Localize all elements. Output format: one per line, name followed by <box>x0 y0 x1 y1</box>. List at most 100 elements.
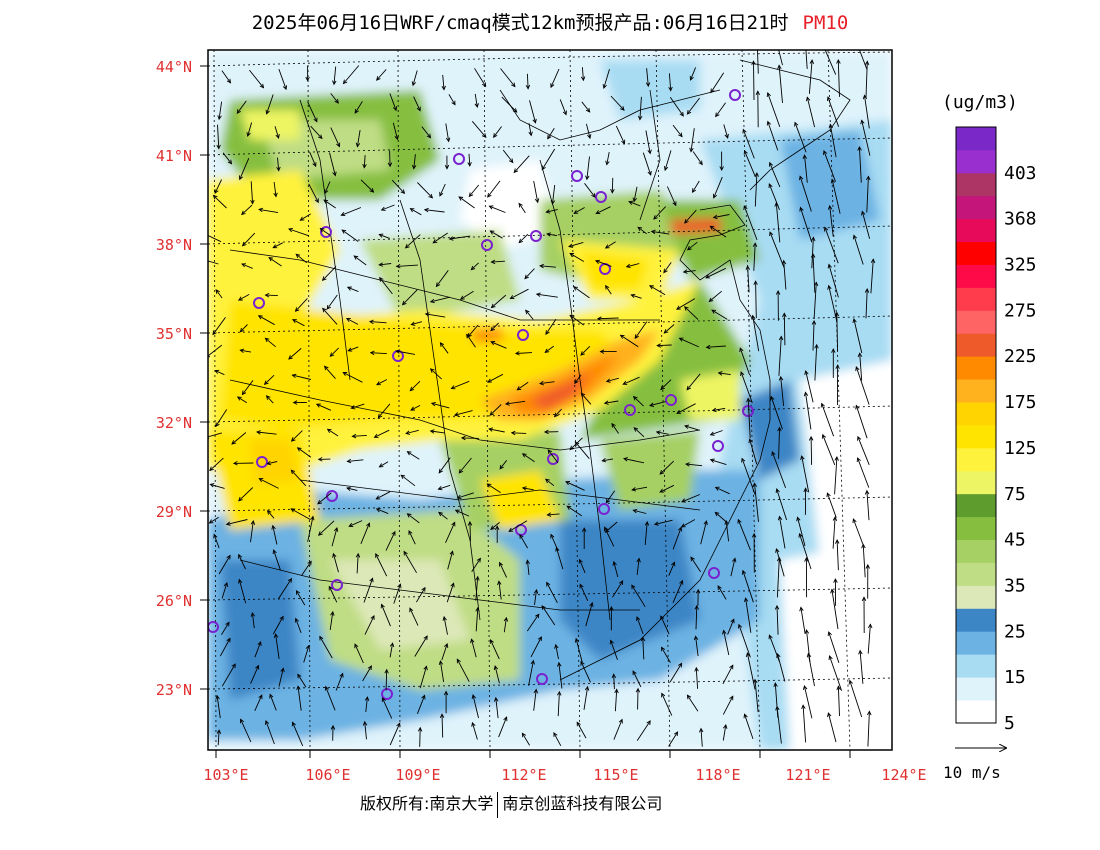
wind-vector-head <box>808 435 814 441</box>
wind-vector-head <box>690 556 695 562</box>
wind-vector-head <box>569 314 575 320</box>
wind-vector-head <box>279 615 284 621</box>
wind-vector <box>705 267 726 279</box>
wind-vector <box>348 346 359 352</box>
wind-vector <box>853 235 864 265</box>
wind-vector-head <box>417 726 423 732</box>
colorbar-swatch <box>956 402 996 426</box>
wind-vector-head <box>273 192 278 198</box>
wind-vector <box>822 434 836 466</box>
wind-vector-head <box>266 509 272 515</box>
wind-vector-head <box>339 672 344 678</box>
wind-vector <box>296 590 306 606</box>
wind-vector <box>545 478 555 487</box>
wind-vector-head <box>831 348 836 353</box>
wind-vector-head <box>653 521 659 526</box>
wind-vector <box>265 337 276 348</box>
wind-vector-head <box>355 552 361 558</box>
wind-vector-head <box>518 202 523 208</box>
wind-vector-head <box>443 642 449 648</box>
lon-label: 106°E <box>305 766 350 784</box>
wind-vector <box>546 582 558 604</box>
wind-vector <box>238 579 247 604</box>
wind-vector-head <box>804 370 809 376</box>
wind-vector <box>392 122 398 140</box>
wind-vector <box>278 668 284 687</box>
wind-vector <box>419 727 421 747</box>
wind-vector <box>317 492 332 505</box>
lat-label: 29°N <box>156 503 192 521</box>
wind-vector <box>741 458 756 495</box>
wind-vector-head <box>682 269 688 274</box>
wind-vector <box>837 59 840 97</box>
wind-vector-head <box>223 581 229 587</box>
wind-vector-head <box>317 457 323 462</box>
wind-vector-head <box>864 287 870 293</box>
wind-vector <box>555 547 564 570</box>
wind-vector <box>288 348 302 360</box>
wind-vector <box>710 430 723 436</box>
wind-vector <box>505 400 526 405</box>
wind-vector-head <box>603 400 609 405</box>
wind-vector-head <box>456 494 462 500</box>
colorbar-swatch <box>956 470 996 495</box>
wind-vector <box>208 260 219 265</box>
wind-vector-head <box>227 159 233 165</box>
wind-vector-head <box>471 694 476 700</box>
wind-vector <box>633 427 645 438</box>
wind-vector <box>557 691 560 717</box>
wind-vector-head <box>861 543 866 549</box>
wind-vector-head <box>743 149 748 155</box>
wind-vector-head <box>630 293 636 299</box>
wind-vector-head <box>405 430 411 435</box>
lat-label: 32°N <box>156 414 192 432</box>
wind-vector <box>375 553 388 577</box>
colorbar-label: 35 <box>1004 576 1026 597</box>
wind-vector <box>327 428 339 437</box>
wind-vector-head <box>805 96 811 102</box>
wind-vector <box>547 513 560 516</box>
wind-vector-head <box>238 578 243 584</box>
wind-vector <box>737 519 751 551</box>
wind-vector-head <box>489 411 495 416</box>
wind-vector-head <box>677 526 683 532</box>
wind-vector-head <box>776 652 781 658</box>
wind-vector-head <box>596 316 602 321</box>
wind-vector-head <box>288 355 293 360</box>
wind-vector <box>295 618 302 634</box>
wind-vector <box>292 319 305 327</box>
wind-vector <box>864 95 870 129</box>
wind-vector <box>236 100 247 114</box>
wind-vector <box>455 509 470 517</box>
wind-vector-head <box>751 60 756 66</box>
wind-vector-head <box>644 520 650 526</box>
wind-vector-head <box>827 284 832 290</box>
wind-vector-head <box>804 628 810 634</box>
wind-vector <box>319 636 333 659</box>
colorbar-swatch <box>956 333 996 357</box>
wind-vector-head <box>645 82 651 88</box>
wind-vector <box>213 534 220 549</box>
wind-vector <box>472 694 479 719</box>
wind-vector <box>859 650 864 684</box>
wind-vector-head <box>711 407 717 413</box>
wind-vector-head <box>565 481 571 486</box>
wind-vector-head <box>299 216 305 221</box>
wind-vector-head <box>508 527 514 532</box>
wind-vector-head <box>836 59 841 64</box>
lon-label: 124°E <box>881 766 926 784</box>
wind-vector <box>657 344 672 347</box>
wind-vector <box>752 315 760 352</box>
wind-vector-head <box>676 305 681 310</box>
colorbar-swatch <box>956 127 996 151</box>
city-marker <box>481 239 493 251</box>
wind-vector-head <box>346 486 352 491</box>
wind-vector <box>469 521 471 542</box>
wind-vector-head <box>774 201 779 207</box>
wind-vector-head <box>550 533 555 539</box>
wind-vector <box>501 96 518 113</box>
wind-vector-head <box>610 188 615 194</box>
wind-vector-head <box>827 263 832 269</box>
wind-vector <box>805 370 814 403</box>
wind-vector-head <box>294 617 300 623</box>
